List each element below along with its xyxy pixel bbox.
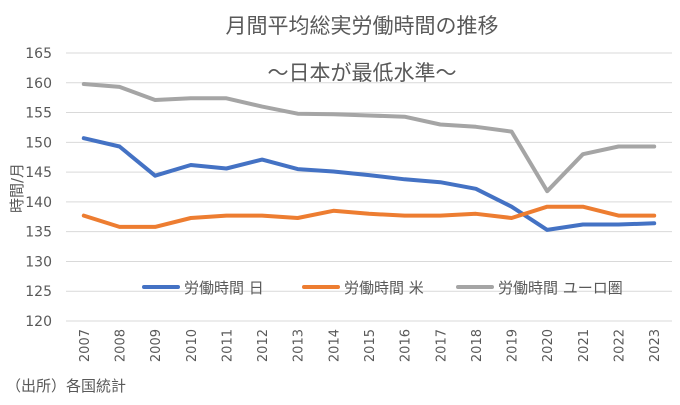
y-tick-label-160: 160 xyxy=(25,76,52,92)
x-tick-label-2022: 2022 xyxy=(613,329,628,362)
series-lines xyxy=(81,82,657,232)
y-tick-label-145: 145 xyxy=(25,165,52,181)
legend: 労働時間 日 労働時間 米 労働時間 ユーロ圏 xyxy=(142,279,623,297)
x-tick-label-2012: 2012 xyxy=(256,329,271,362)
y-tick-label-155: 155 xyxy=(25,106,52,122)
x-tick-label-2013: 2013 xyxy=(292,329,307,362)
x-tick-label-2017: 2017 xyxy=(434,329,449,362)
x-tick-label-2014: 2014 xyxy=(327,329,342,362)
y-axis-tick-labels: 120 125 130 135 140 145 150 155 160 165 xyxy=(25,46,52,330)
x-tick-label-2008: 2008 xyxy=(113,329,128,362)
chart-title: 月間平均総実労働時間の推移 xyxy=(226,14,499,38)
x-tick-label-2010: 2010 xyxy=(185,329,200,362)
y-tick-label-140: 140 xyxy=(25,195,52,211)
source-note: （出所）各国統計 xyxy=(6,377,126,395)
y-tick-label-135: 135 xyxy=(25,225,52,241)
y-tick-label-120: 120 xyxy=(25,314,52,330)
legend-label-2: 労働時間 米 xyxy=(344,279,424,297)
x-tick-label-2021: 2021 xyxy=(577,329,592,362)
y-tick-label-130: 130 xyxy=(25,254,52,270)
y-tick-label-165: 165 xyxy=(25,46,52,62)
x-tick-label-2023: 2023 xyxy=(648,329,663,362)
series-line-2 xyxy=(81,204,657,229)
x-tick-label-2007: 2007 xyxy=(78,329,93,362)
legend-label-3: 労働時間 ユーロ圏 xyxy=(498,279,623,297)
x-tick-label-2015: 2015 xyxy=(363,329,378,362)
x-tick-label-2020: 2020 xyxy=(541,329,556,362)
y-axis-label: 時間/月 xyxy=(8,163,26,213)
x-tick-label-2016: 2016 xyxy=(399,329,414,362)
y-tick-label-125: 125 xyxy=(25,284,52,300)
x-tick-label-2009: 2009 xyxy=(149,329,164,362)
legend-label-1: 労働時間 日 xyxy=(184,279,264,297)
x-tick-label-2011: 2011 xyxy=(220,329,235,362)
x-tick-label-2018: 2018 xyxy=(470,329,485,362)
x-tick-label-2019: 2019 xyxy=(506,329,521,362)
series-line-3 xyxy=(81,82,657,194)
x-axis-tick-labels: 2007 2008 2009 2010 2011 2012 2013 2014 2015 2016… xyxy=(78,329,663,362)
series-line-1 xyxy=(81,136,657,232)
y-tick-label-150: 150 xyxy=(25,135,52,151)
chart-subtitle: ～日本が最低水準～ xyxy=(268,61,457,85)
